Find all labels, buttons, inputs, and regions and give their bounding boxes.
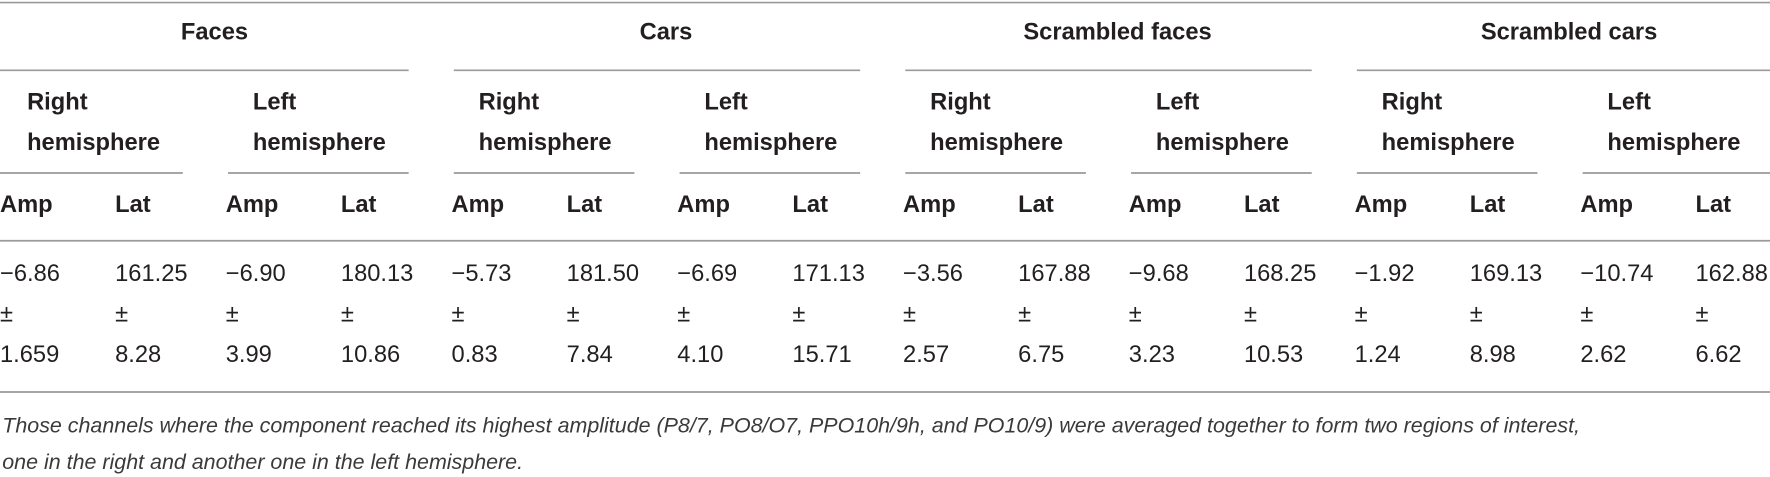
hemisphere-header: hemisphere (27, 130, 160, 156)
column-header: Lat (567, 192, 603, 218)
hemisphere-header: hemisphere (253, 130, 386, 156)
cell-pm: ± (677, 302, 690, 328)
column-header: Amp (1129, 192, 1182, 218)
cell-pm: ± (452, 302, 465, 328)
hemisphere-header: hemisphere (930, 130, 1063, 156)
cell-pm: ± (1580, 302, 1593, 328)
cell-mean: −3.56 (903, 261, 963, 287)
cell-pm: ± (567, 302, 580, 328)
cell-sd: 8.98 (1470, 342, 1516, 368)
cell-mean: −10.74 (1580, 261, 1653, 287)
cell-mean: 162.88 (1695, 261, 1767, 287)
cell-mean: −6.69 (677, 261, 737, 287)
footnote: one in the right and another one in the … (2, 450, 523, 474)
column-header: Lat (115, 192, 151, 218)
column-header: Amp (1580, 192, 1633, 218)
footnote: Those channels where the component reach… (2, 414, 1580, 438)
cell-mean: −1.92 (1355, 261, 1415, 287)
cell-pm: ± (1695, 302, 1708, 328)
column-header: Lat (341, 192, 377, 218)
cell-pm: ± (115, 302, 128, 328)
cell-pm: ± (1129, 302, 1142, 328)
hemisphere-header: hemisphere (479, 130, 612, 156)
cell-sd: 2.57 (903, 342, 949, 368)
column-header: Lat (1018, 192, 1054, 218)
hemisphere-header: hemisphere (1607, 130, 1740, 156)
column-header: Amp (677, 192, 730, 218)
column-header: Amp (452, 192, 505, 218)
hemisphere-header: Right (479, 89, 540, 115)
cell-mean: −9.68 (1129, 261, 1189, 287)
hemisphere-header: hemisphere (1156, 130, 1289, 156)
cell-sd: 4.10 (677, 342, 723, 368)
cell-pm: ± (1244, 302, 1257, 328)
hemisphere-header: Left (253, 89, 297, 115)
cell-sd: 1.24 (1355, 342, 1401, 368)
cell-mean: 169.13 (1470, 261, 1542, 287)
cell-mean: 167.88 (1018, 261, 1090, 287)
hemisphere-header: Right (27, 89, 88, 115)
group-header: Scrambled cars (1481, 19, 1657, 45)
cell-sd: 0.83 (452, 342, 498, 368)
cell-mean: 161.25 (115, 261, 187, 287)
cell-mean: −6.86 (0, 261, 60, 287)
hemisphere-header: hemisphere (704, 130, 837, 156)
cell-pm: ± (1018, 302, 1031, 328)
cell-sd: 2.62 (1580, 342, 1626, 368)
cell-sd: 15.71 (792, 342, 851, 368)
column-header: Lat (1695, 192, 1731, 218)
hemisphere-header: Left (1607, 89, 1651, 115)
cell-mean: −5.73 (452, 261, 512, 287)
column-header: Lat (792, 192, 828, 218)
cell-mean: −6.90 (226, 261, 286, 287)
cell-sd: 6.75 (1018, 342, 1064, 368)
cell-sd: 1.659 (0, 342, 59, 368)
cell-sd: 3.99 (226, 342, 272, 368)
column-header: Amp (0, 192, 53, 218)
hemisphere-header: Right (1382, 89, 1443, 115)
column-header: Amp (1355, 192, 1408, 218)
column-header: Amp (226, 192, 279, 218)
cell-sd: 3.23 (1129, 342, 1175, 368)
column-header: Amp (903, 192, 956, 218)
hemisphere-header: Right (930, 89, 991, 115)
cell-mean: 168.25 (1244, 261, 1316, 287)
cell-sd: 7.84 (567, 342, 613, 368)
cell-mean: 180.13 (341, 261, 413, 287)
column-header: Lat (1244, 192, 1280, 218)
cell-mean: 171.13 (792, 261, 864, 287)
cell-sd: 6.62 (1695, 342, 1741, 368)
cell-sd: 10.53 (1244, 342, 1303, 368)
group-header: Faces (181, 19, 248, 45)
group-header: Scrambled faces (1023, 19, 1211, 45)
cell-pm: ± (341, 302, 354, 328)
cell-pm: ± (1355, 302, 1368, 328)
cell-sd: 8.28 (115, 342, 161, 368)
cell-pm: ± (792, 302, 805, 328)
cell-pm: ± (903, 302, 916, 328)
hemisphere-header: Left (1156, 89, 1200, 115)
group-header: Cars (640, 19, 693, 45)
cell-pm: ± (0, 302, 13, 328)
cell-pm: ± (226, 302, 239, 328)
hemisphere-header: Left (704, 89, 748, 115)
hemisphere-header: hemisphere (1382, 130, 1515, 156)
column-header: Lat (1470, 192, 1506, 218)
cell-sd: 10.86 (341, 342, 400, 368)
cell-pm: ± (1470, 302, 1483, 328)
cell-mean: 181.50 (567, 261, 639, 287)
